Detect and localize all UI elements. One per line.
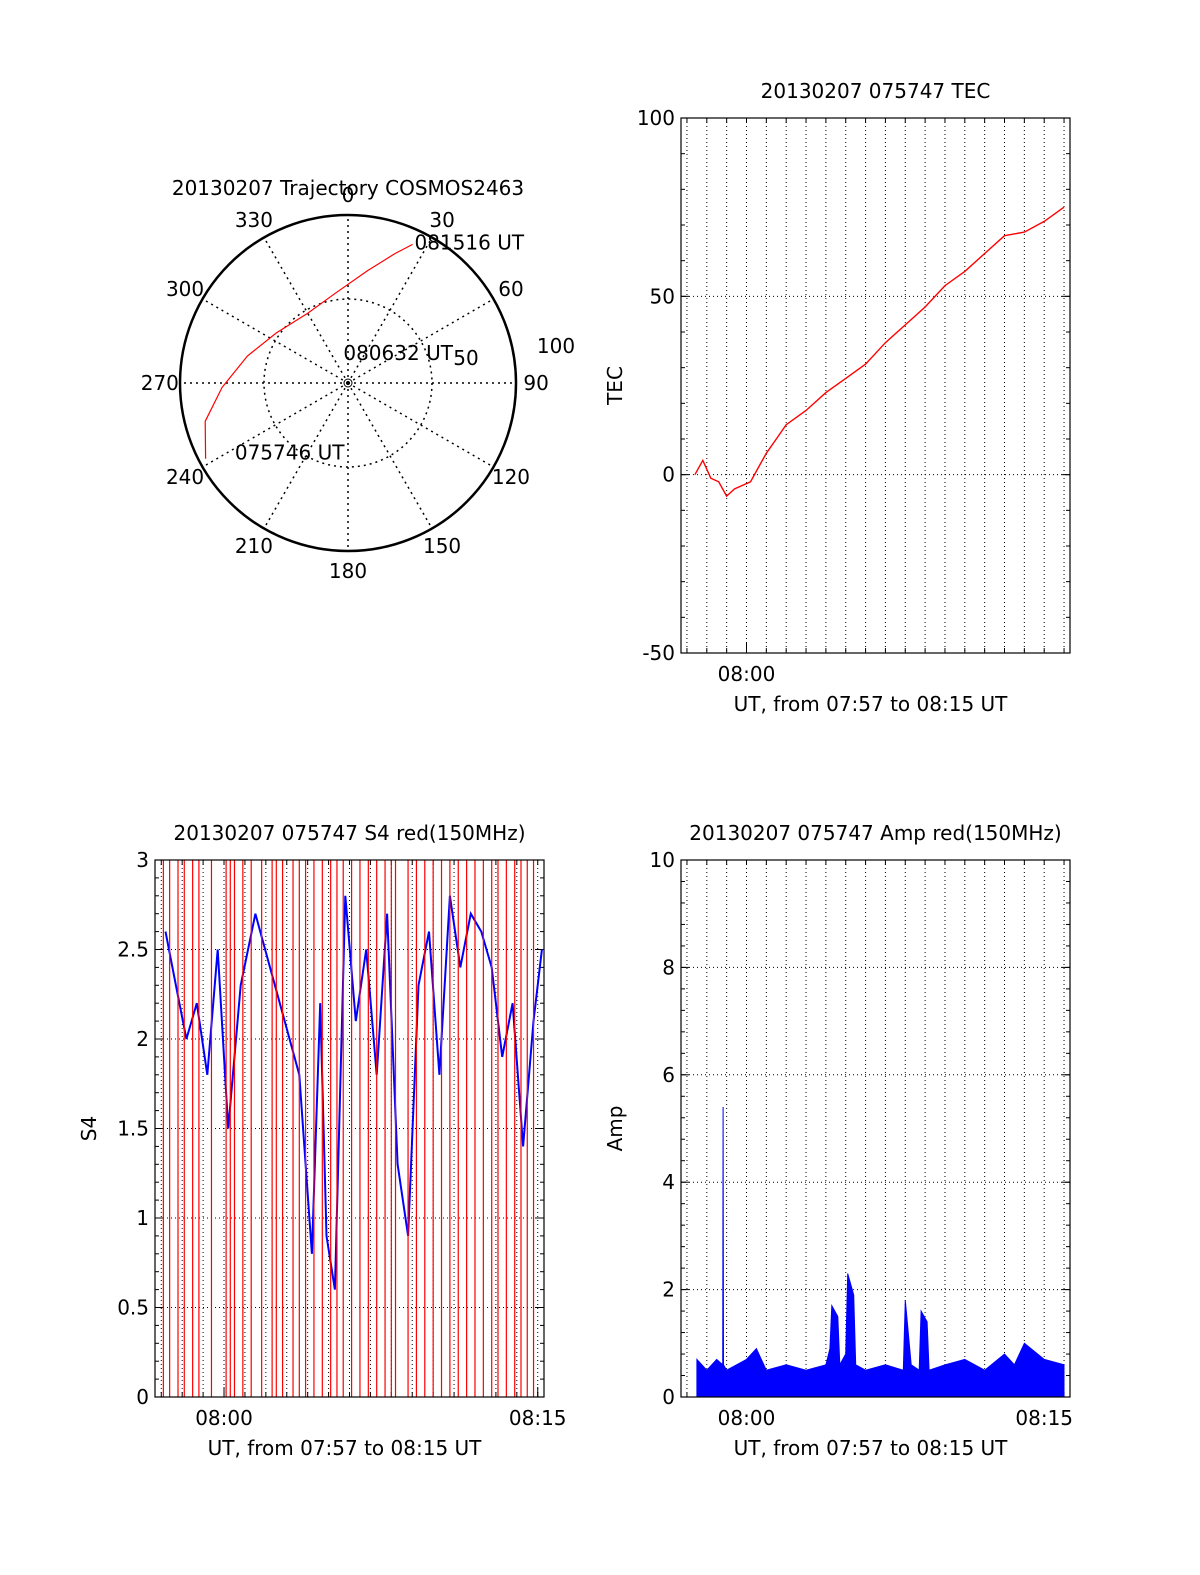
- y-axis-label: S4: [77, 1116, 101, 1141]
- polar-azimuth-label: 330: [235, 208, 273, 232]
- y-tick-label: 8: [662, 955, 675, 979]
- chart-title: 20130207 075747 TEC: [761, 79, 991, 103]
- polar-spoke: [347, 382, 433, 529]
- polar-plot-area: 0 30 60 90 120 150 180 210 240 270 300 330 50 100 0815…: [141, 183, 575, 583]
- y-tick-label: 0: [662, 1385, 675, 1409]
- polar-azimuth-label: 300: [166, 277, 204, 301]
- polar-azimuth-label: 30: [429, 208, 454, 232]
- polar-outer-ring: [178, 213, 518, 553]
- y-axis-label: Amp: [603, 1106, 627, 1152]
- x-tick-label: 08:00: [718, 1406, 776, 1430]
- tec-panel: 20130207 075747 TEC -50 0 50 100 08:00 UT, fro…: [603, 79, 1071, 716]
- polar-azimuth-label: 120: [492, 465, 530, 489]
- polar-spoke: [263, 237, 349, 384]
- polar-azimuth-label: 90: [523, 371, 548, 395]
- y-tick-label: 2.5: [117, 938, 149, 962]
- polar-ring-label: 100: [537, 334, 575, 358]
- polar-azimuth-label: 180: [329, 559, 367, 583]
- polar-time-annotation: 080632 UT: [343, 341, 453, 365]
- series-line: [694, 206, 1065, 498]
- x-tick-label: 08:15: [509, 1406, 567, 1430]
- polar-azimuth-label: 210: [235, 534, 273, 558]
- y-tick-label: 100: [637, 106, 675, 130]
- y-tick-label: 1.5: [117, 1117, 149, 1141]
- x-axis-label: UT, from 07:57 to 08:15 UT: [208, 1436, 483, 1460]
- x-axis-label: UT, from 07:57 to 08:15 UT: [734, 692, 1009, 716]
- polar-time-annotation: 081516 UT: [414, 231, 524, 255]
- plot-frame: [154, 859, 545, 1398]
- x-tick-label: 08:00: [195, 1406, 253, 1430]
- polar-spoke: [347, 237, 433, 384]
- polar-spoke: [202, 382, 349, 468]
- chart-title: 20130207 075747 Amp red(150MHz): [689, 821, 1061, 845]
- polar-azimuth-label: 0: [342, 183, 355, 207]
- plot-frame: [680, 859, 1071, 1398]
- series-area: [696, 1106, 1065, 1398]
- y-tick-label: 0: [662, 463, 675, 487]
- s4-panel: 20130207 075747 S4 red(150MHz) 0 0.5 1 1.5 2 2…: [77, 821, 567, 1460]
- polar-azimuth-label: 60: [498, 277, 523, 301]
- y-tick-label: -50: [642, 641, 675, 665]
- y-tick-label: 50: [650, 284, 675, 308]
- polar-trajectory-panel: 20130207 Trajectory COSMOS2463 0 30 60 90 12…: [141, 176, 575, 583]
- polar-spoke: [347, 298, 494, 384]
- y-tick-label: 3: [136, 848, 149, 872]
- y-tick-label: 0.5: [117, 1296, 149, 1320]
- y-tick-label: 2: [136, 1027, 149, 1051]
- polar-title: 20130207 Trajectory COSMOS2463: [172, 176, 524, 200]
- y-axis-label: TEC: [603, 366, 627, 406]
- series-line: [164, 895, 543, 1290]
- polar-spoke: [202, 298, 349, 384]
- y-tick-label: 1: [136, 1206, 149, 1230]
- polar-time-annotation: 075746 UT: [235, 440, 345, 464]
- chart-title: 20130207 075747 S4 red(150MHz): [174, 821, 526, 845]
- x-tick-label: 08:00: [718, 662, 776, 686]
- polar-satellite-track: [204, 243, 413, 459]
- x-tick-label: 08:15: [1015, 1406, 1073, 1430]
- polar-center-mark: [343, 378, 353, 388]
- polar-ring-label: 50: [453, 346, 478, 370]
- y-tick-label: 2: [662, 1278, 675, 1302]
- amp-panel: 20130207 075747 Amp red(150MHz) 0 2 4 6 8 10 08…: [603, 821, 1073, 1460]
- polar-spoke: [347, 382, 494, 468]
- polar-azimuth-label: 240: [166, 465, 204, 489]
- polar-spoke: [263, 382, 349, 529]
- plot-frame: [680, 117, 1071, 654]
- x-axis-label: UT, from 07:57 to 08:15 UT: [734, 1436, 1009, 1460]
- y-tick-label: 4: [662, 1170, 675, 1194]
- polar-azimuth-label: 150: [423, 534, 461, 558]
- y-tick-label: 0: [136, 1385, 149, 1409]
- y-tick-label: 6: [662, 1063, 675, 1087]
- y-tick-label: 10: [650, 848, 675, 872]
- polar-azimuth-label: 270: [141, 371, 179, 395]
